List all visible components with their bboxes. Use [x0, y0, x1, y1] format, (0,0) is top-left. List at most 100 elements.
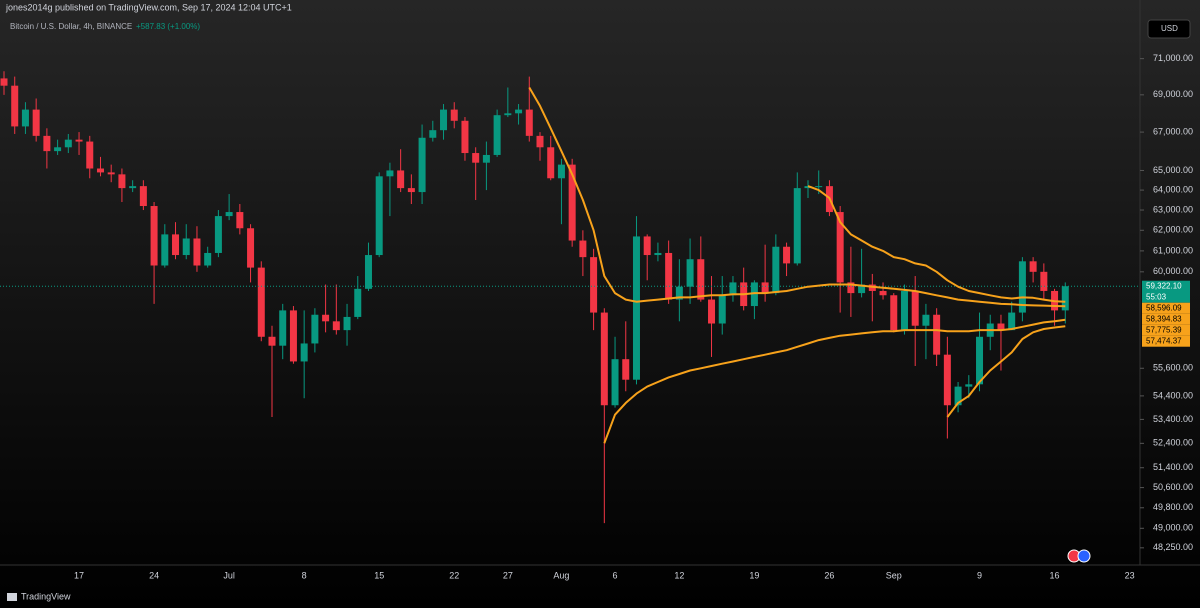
x-tick-label: 19 — [749, 570, 759, 580]
candle-body — [332, 321, 340, 331]
candle-body — [622, 359, 630, 380]
candle-body — [204, 252, 212, 266]
y-tick-label: 49,000.00 — [1153, 523, 1193, 533]
y-tick-label: 62,000.00 — [1153, 225, 1193, 235]
candle-body — [107, 172, 115, 175]
candle-body — [686, 259, 694, 287]
candle-body — [590, 257, 598, 313]
price-tag — [1142, 302, 1190, 314]
candle-body — [547, 147, 555, 179]
candle-body — [557, 164, 565, 179]
x-tick-label: Jul — [223, 570, 235, 580]
candle-body — [0, 78, 8, 86]
candle-body — [525, 109, 533, 136]
candle-body — [129, 186, 137, 189]
candle-body — [236, 212, 244, 229]
x-tick-label: 17 — [74, 570, 84, 580]
price-tag-label: 58,596.09 — [1146, 304, 1182, 313]
price-tag — [1142, 324, 1190, 336]
candle-body — [482, 154, 490, 163]
y-tick-label: 55,600.00 — [1153, 363, 1193, 373]
footer-logo — [7, 593, 17, 601]
price-tag-label: 57,775.39 — [1146, 326, 1182, 335]
candle-body — [976, 336, 984, 385]
price-tag — [1142, 313, 1190, 325]
candle-body — [150, 206, 158, 266]
candle-body — [922, 314, 930, 326]
y-tick-label: 48,250.00 — [1153, 542, 1193, 552]
candle-body — [32, 109, 40, 136]
candle-body — [729, 282, 737, 296]
candle-body — [793, 188, 801, 264]
candle-body — [890, 295, 898, 331]
x-tick-label: 8 — [302, 570, 307, 580]
candle-body — [1040, 271, 1048, 291]
candle-body — [675, 286, 683, 300]
candle-body — [257, 267, 265, 337]
candle-body — [579, 240, 587, 258]
candle-body — [300, 343, 308, 362]
candle-body — [64, 139, 72, 148]
y-tick-label: 67,000.00 — [1153, 126, 1193, 136]
candle-body — [536, 135, 544, 148]
candle-body — [96, 168, 104, 173]
candle-body — [858, 284, 866, 294]
candle-body — [440, 109, 448, 131]
price-tag-label: 59,322.10 — [1146, 282, 1182, 291]
candle-body — [472, 153, 480, 163]
chart-title: Bitcoin / U.S. Dollar, 4h, BINANCE — [10, 22, 132, 31]
candle-body — [418, 137, 426, 193]
candle-body — [665, 252, 673, 300]
candle-body — [279, 310, 287, 346]
x-tick-label: 27 — [503, 570, 513, 580]
x-tick-label: Aug — [553, 570, 569, 580]
candle-body — [783, 246, 791, 264]
y-tick-label: 49,800.00 — [1153, 502, 1193, 512]
candle-body — [568, 164, 576, 241]
candle-body — [268, 336, 276, 346]
candle-body — [11, 85, 19, 127]
candle-body — [836, 212, 844, 283]
candle-body — [86, 141, 94, 169]
vwap-line — [946, 325, 1066, 418]
candle-body — [879, 290, 887, 296]
price-tag — [1142, 280, 1190, 303]
x-tick-label: 9 — [977, 570, 982, 580]
candle-body — [161, 234, 169, 266]
price-tag-label: 58,394.83 — [1146, 315, 1182, 324]
candle-body — [172, 234, 180, 256]
candle-body — [450, 109, 458, 121]
candle-body — [847, 282, 855, 294]
x-tick-label: 6 — [613, 570, 618, 580]
publisher: jones2014g published on TradingView.com,… — [5, 2, 292, 12]
candle-body — [911, 290, 919, 326]
candle-body — [386, 170, 394, 177]
candle-body — [54, 147, 62, 152]
candle-body — [900, 290, 908, 331]
candle-body — [697, 259, 705, 300]
candle-body — [965, 384, 973, 387]
x-tick-label: 15 — [374, 570, 384, 580]
candle-body — [515, 109, 523, 114]
currency-button[interactable] — [1147, 19, 1191, 39]
candle-body — [632, 236, 640, 380]
x-tick-label: 24 — [149, 570, 159, 580]
price-tag-label: 57,474.37 — [1146, 337, 1182, 346]
price-tag-sub: 55:03 — [1146, 292, 1167, 301]
vwap-line — [528, 86, 1066, 308]
candle-body — [214, 216, 222, 253]
candle-body — [868, 284, 876, 291]
candle-body — [708, 299, 716, 324]
candle-body — [182, 238, 190, 256]
candle-body — [504, 113, 512, 116]
candle-body — [761, 282, 769, 294]
x-tick-label: 12 — [674, 570, 684, 580]
candle-body — [933, 314, 941, 355]
candle-body — [493, 115, 501, 155]
y-tick-label: 50,600.00 — [1153, 482, 1193, 492]
y-tick-label: 63,000.00 — [1153, 204, 1193, 214]
candle-body — [654, 252, 662, 256]
y-tick-label: 61,000.00 — [1153, 245, 1193, 255]
